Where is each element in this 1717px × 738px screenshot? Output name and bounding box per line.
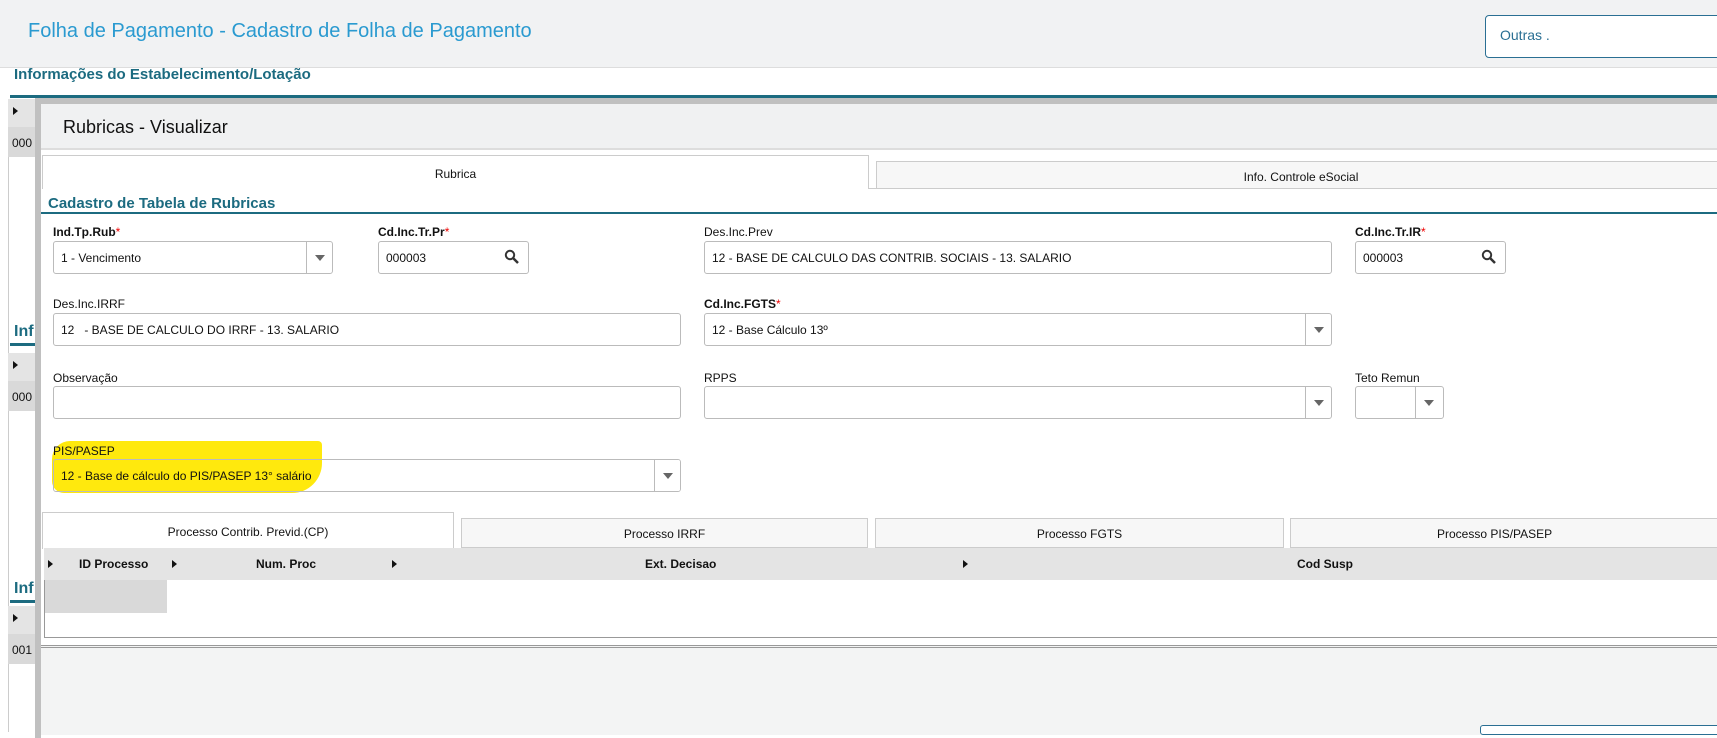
background-cell[interactable]: 001 <box>8 634 36 664</box>
background-grid-header <box>8 99 36 127</box>
tab-processo-cp[interactable]: Processo Contrib. Previd.(CP) <box>42 512 454 549</box>
pis-pasep-label: PIS/PASEP <box>53 444 115 458</box>
column-ext-decisao[interactable]: Ext. Decisao <box>645 557 717 571</box>
background-cell[interactable]: 000 <box>8 127 36 157</box>
cd-inc-fgts-select[interactable]: 12 - Base Cálculo 13º <box>704 313 1332 346</box>
teto-remun-label: Teto Remun <box>1355 371 1420 385</box>
footer-button[interactable] <box>1480 725 1717 735</box>
other-actions-button[interactable]: Outras . <box>1485 15 1717 58</box>
column-arrow-icon[interactable] <box>172 560 177 568</box>
background-section-title: Informações do Estabelecimento/Lotação <box>14 66 311 83</box>
observacao-label: Observação <box>53 371 118 385</box>
column-arrow-icon <box>13 107 18 115</box>
ind-tp-rub-label: Ind.Tp.Rub* <box>53 225 121 239</box>
column-num-proc[interactable]: Num. Proc <box>256 557 317 571</box>
background-cell[interactable]: 000 <box>8 381 36 411</box>
app-header <box>0 0 1717 68</box>
chevron-down-icon[interactable] <box>306 242 332 273</box>
chevron-down-icon[interactable] <box>1305 314 1331 345</box>
column-cod-susp[interactable]: Cod Susp <box>1297 557 1353 571</box>
modal-header <box>41 104 1717 150</box>
background-section-title: Inf <box>14 323 34 340</box>
cd-inc-fgts-value: 12 - Base Cálculo 13º <box>712 323 828 337</box>
cd-inc-tr-pr-value: 000003 <box>386 251 427 265</box>
column-arrow-icon[interactable] <box>48 560 53 568</box>
tab-baseline <box>869 188 1717 189</box>
background-section-title: Inf <box>14 580 34 597</box>
modal-title: Rubricas - Visualizar <box>63 117 228 137</box>
form-section-title: Cadastro de Tabela de Rubricas <box>48 195 276 212</box>
des-inc-irrf-input[interactable]: 12 - BASE DE CALCULO DO IRRF - 13. SALAR… <box>53 313 681 346</box>
column-arrow-icon[interactable] <box>392 560 397 568</box>
cd-inc-tr-pr-input[interactable]: 000003 <box>378 241 529 274</box>
pis-pasep-value: 12 - Base de cálculo do PIS/PASEP 13° sa… <box>61 469 312 483</box>
tab-info-controle-esocial[interactable]: Info. Controle eSocial <box>876 161 1717 189</box>
modal-footer <box>41 645 1717 735</box>
cd-inc-tr-ir-value: 000003 <box>1363 251 1404 265</box>
search-icon[interactable] <box>1481 249 1497 265</box>
highlighter-mark <box>52 441 322 493</box>
section-divider <box>10 343 36 346</box>
des-inc-prev-input[interactable]: 12 - BASE DE CALCULO DAS CONTRIB. SOCIAI… <box>704 241 1332 274</box>
observacao-input[interactable] <box>53 386 681 419</box>
pis-pasep-select[interactable]: 12 - Base de cálculo do PIS/PASEP 13° sa… <box>53 459 681 492</box>
chevron-down-icon[interactable] <box>1305 387 1331 418</box>
search-icon[interactable] <box>504 249 520 265</box>
cd-inc-tr-ir-label: Cd.Inc.Tr.IR* <box>1355 225 1426 239</box>
page-title: Folha de Pagamento - Cadastro de Folha d… <box>28 20 532 42</box>
cd-inc-tr-ir-input[interactable]: 000003 <box>1355 241 1506 274</box>
tab-processo-irrf[interactable]: Processo IRRF <box>461 518 868 548</box>
section-divider <box>41 212 1717 214</box>
background-grid-header <box>8 353 36 381</box>
chevron-down-icon[interactable] <box>654 460 680 491</box>
column-arrow-icon <box>13 614 18 622</box>
ind-tp-rub-select[interactable]: 1 - Vencimento <box>53 241 333 274</box>
tab-processo-pis-pasep[interactable]: Processo PIS/PASEP <box>1290 518 1717 548</box>
rpps-select[interactable] <box>704 386 1332 419</box>
section-divider <box>10 600 36 603</box>
column-arrow-icon <box>13 361 18 369</box>
teto-remun-select[interactable] <box>1355 386 1444 419</box>
column-arrow-icon[interactable] <box>963 560 968 568</box>
cd-inc-fgts-label: Cd.Inc.FGTS* <box>704 297 781 311</box>
rpps-label: RPPS <box>704 371 737 385</box>
column-id-processo[interactable]: ID Processo <box>79 557 149 571</box>
ind-tp-rub-value: 1 - Vencimento <box>61 251 142 265</box>
tab-processo-fgts[interactable]: Processo FGTS <box>875 518 1284 548</box>
cd-inc-tr-pr-label: Cd.Inc.Tr.Pr* <box>378 225 450 239</box>
grid-header <box>44 548 1717 580</box>
tab-rubrica[interactable]: Rubrica <box>42 155 869 189</box>
des-inc-irrf-label: Des.Inc.IRRF <box>53 297 126 311</box>
grid-cell-selected[interactable] <box>45 580 167 613</box>
des-inc-prev-label: Des.Inc.Prev <box>704 225 773 239</box>
chevron-down-icon[interactable] <box>1415 387 1443 418</box>
section-divider <box>10 95 1717 98</box>
background-grid-header <box>8 606 36 634</box>
